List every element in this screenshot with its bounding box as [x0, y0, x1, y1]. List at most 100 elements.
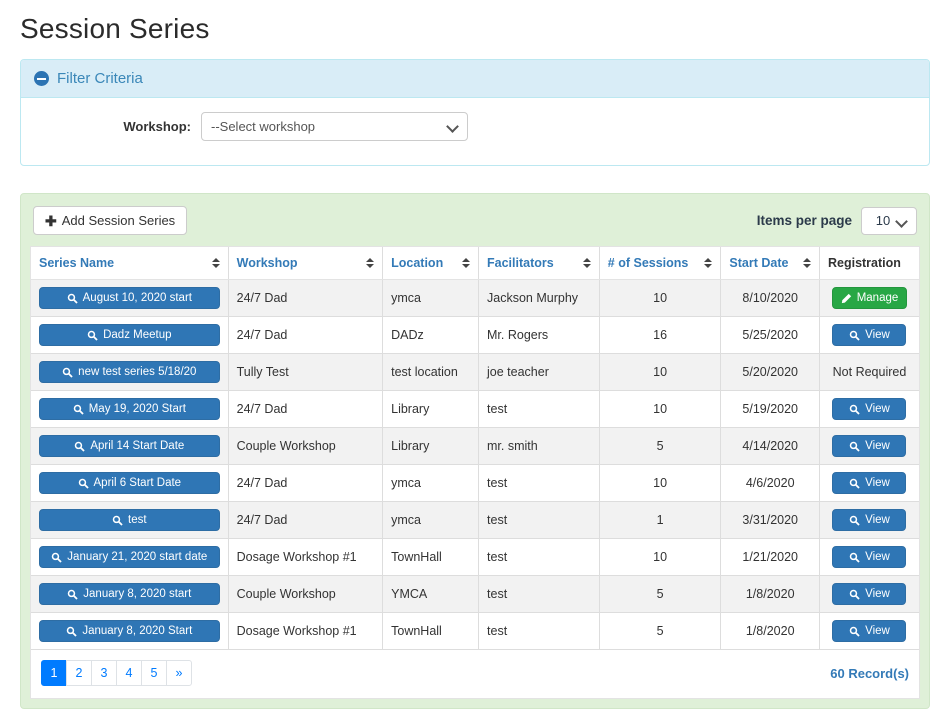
- view-label: View: [865, 329, 890, 341]
- column-header-location[interactable]: Location: [382, 247, 480, 280]
- column-header-series-name[interactable]: Series Name: [31, 247, 229, 280]
- column-header-start-date[interactable]: Start Date: [720, 247, 820, 280]
- series-name-label: April 14 Start Date: [90, 440, 185, 452]
- series-name-button[interactable]: January 21, 2020 start date: [39, 546, 220, 568]
- view-registration-button[interactable]: View: [832, 472, 907, 494]
- filter-criteria-header[interactable]: Filter Criteria: [21, 60, 929, 98]
- series-name-label: January 8, 2020 start: [83, 588, 192, 600]
- registration-cell: View: [819, 464, 919, 502]
- add-session-series-label: Add Session Series: [61, 213, 176, 228]
- magnifier-icon: [849, 441, 860, 452]
- workshop-cell: 24/7 Dad: [228, 464, 384, 502]
- sort-icon: [366, 258, 375, 268]
- workshop-cell: Tully Test: [228, 353, 384, 391]
- magnifier-icon: [67, 626, 77, 637]
- series-name-button[interactable]: May 19, 2020 Start: [39, 398, 220, 420]
- workshop-cell: 24/7 Dad: [228, 279, 384, 317]
- table-body: August 10, 2020 start 24/7 Dad ymca Jackson…: [31, 279, 919, 649]
- registration-cell: View: [819, 427, 919, 465]
- series-name-cell: April 14 Start Date: [31, 427, 229, 465]
- table-row: January 8, 2020 Start Dosage Workshop #1 T…: [31, 612, 919, 649]
- pagination: 1 2 3 4 5»: [41, 660, 192, 686]
- start-date-cell: 3/31/2020: [720, 501, 820, 539]
- sessions-count-cell: 10: [599, 538, 722, 576]
- sessions-count-cell: 10: [599, 390, 722, 428]
- location-cell: ymca: [382, 501, 480, 539]
- registration-cell: View: [819, 316, 919, 354]
- table-row: new test series 5/18/20 Tully Test test lo…: [31, 353, 919, 391]
- view-registration-button[interactable]: View: [832, 435, 907, 457]
- items-per-page-label: Items per page: [756, 213, 852, 228]
- facilitators-cell: test: [478, 575, 600, 613]
- view-registration-button[interactable]: View: [832, 583, 907, 605]
- registration-cell: View: [819, 612, 919, 649]
- pagination-page-1[interactable]: 1: [41, 660, 67, 686]
- column-header-workshop[interactable]: Workshop: [228, 247, 384, 280]
- series-name-button[interactable]: test: [39, 509, 220, 531]
- series-name-button[interactable]: April 6 Start Date: [39, 472, 220, 494]
- filter-body: Workshop: --Select workshop: [21, 98, 929, 165]
- start-date-cell: 5/20/2020: [720, 353, 820, 391]
- magnifier-icon: [67, 293, 78, 304]
- items-per-page-control: Items per page 10: [756, 206, 917, 235]
- pagination-page-2[interactable]: 2: [66, 660, 92, 686]
- magnifier-icon: [849, 589, 860, 600]
- view-registration-button[interactable]: View: [832, 546, 907, 568]
- view-label: View: [865, 440, 890, 452]
- series-name-button[interactable]: Dadz Meetup: [39, 324, 220, 346]
- magnifier-icon: [75, 441, 85, 452]
- column-header-facilitators[interactable]: Facilitators: [478, 247, 600, 280]
- start-date-cell: 1/8/2020: [720, 575, 820, 613]
- view-registration-button[interactable]: View: [832, 398, 907, 420]
- table-row: January 8, 2020 start Couple Workshop YMCA…: [31, 575, 919, 613]
- registration-status-text: Not Required: [832, 365, 907, 379]
- series-name-cell: August 10, 2020 start: [31, 279, 229, 317]
- workshop-cell: 24/7 Dad: [228, 390, 384, 428]
- magnifier-icon: [112, 515, 123, 526]
- location-cell: TownHall: [382, 538, 480, 576]
- pagination-page-3[interactable]: 3: [91, 660, 117, 686]
- add-session-series-button[interactable]: ✚ Add Session Series: [33, 206, 188, 235]
- sessions-count-cell: 16: [599, 316, 722, 354]
- table-row: May 19, 2020 Start 24/7 Dad Library test 10 5…: [31, 390, 919, 428]
- column-header--of-sessions[interactable]: # of Sessions: [599, 247, 722, 280]
- location-cell: DADz: [382, 316, 480, 354]
- view-registration-button[interactable]: View: [832, 324, 907, 346]
- pagination-next-button[interactable]: »: [166, 660, 192, 686]
- records-count: 60 Record(s): [830, 665, 909, 681]
- series-name-button[interactable]: August 10, 2020 start: [39, 287, 220, 309]
- registration-cell: View: [819, 390, 919, 428]
- manage-registration-button[interactable]: Manage: [831, 287, 908, 309]
- table-row: April 6 Start Date 24/7 Dad ymca test 10 4/6/…: [31, 464, 919, 502]
- start-date-cell: 1/21/2020: [720, 538, 820, 576]
- series-name-label: new test series 5/18/20: [78, 366, 197, 378]
- workshop-cell: 24/7 Dad: [228, 316, 384, 354]
- column-label: Series Name: [39, 256, 115, 270]
- series-name-label: test: [128, 514, 147, 526]
- series-name-button[interactable]: new test series 5/18/20: [39, 361, 220, 383]
- sort-icon: [582, 258, 591, 268]
- location-cell: TownHall: [382, 612, 480, 649]
- pagination-page-5[interactable]: 5: [141, 660, 167, 686]
- facilitators-cell: test: [478, 390, 600, 428]
- magnifier-icon: [62, 367, 73, 378]
- view-registration-button[interactable]: View: [832, 620, 907, 642]
- series-name-button[interactable]: April 14 Start Date: [39, 435, 220, 457]
- table-header: Series Name Workshop Location Facilitators #…: [31, 247, 919, 280]
- start-date-cell: 4/6/2020: [720, 464, 820, 502]
- table-row: test 24/7 Dad ymca test 1 3/31/2020 View: [31, 501, 919, 539]
- workshop-select[interactable]: --Select workshop: [201, 112, 468, 141]
- view-registration-button[interactable]: View: [832, 509, 907, 531]
- series-name-cell: January 21, 2020 start date: [31, 538, 229, 576]
- items-per-page-select[interactable]: 10: [861, 206, 917, 235]
- series-name-button[interactable]: January 8, 2020 start: [39, 583, 220, 605]
- pagination-page-4[interactable]: 4: [116, 660, 142, 686]
- series-name-cell: April 6 Start Date: [31, 464, 229, 502]
- sort-icon: [462, 258, 471, 268]
- workshop-cell: Couple Workshop: [228, 575, 384, 613]
- page-title: Session Series: [20, 13, 210, 44]
- series-name-button[interactable]: January 8, 2020 Start: [39, 620, 220, 642]
- facilitators-cell: test: [478, 464, 600, 502]
- series-name-label: January 21, 2020 start date: [67, 551, 208, 563]
- facilitators-cell: mr. smith: [478, 427, 600, 465]
